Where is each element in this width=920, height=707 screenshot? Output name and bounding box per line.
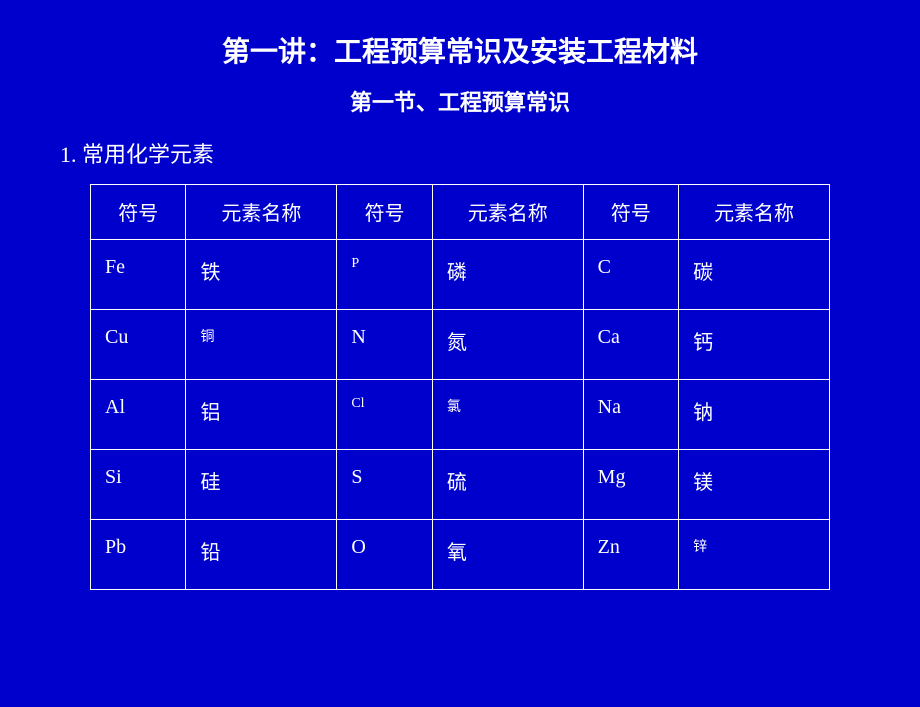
table-row: Fe铁P磷C碳 (91, 240, 830, 310)
table-cell: 钙 (679, 310, 830, 380)
page-title: 第一讲：工程预算常识及安装工程材料 (50, 30, 870, 70)
table-cell: Pb (91, 520, 186, 590)
table-cell: Cl (337, 380, 432, 450)
table-cell: 铜 (186, 310, 337, 380)
table-cell: 铁 (186, 240, 337, 310)
table-cell: 铝 (186, 380, 337, 450)
elements-table-container: 符号 元素名称 符号 元素名称 符号 元素名称 Fe铁P磷C碳Cu铜N氮Ca钙A… (90, 184, 830, 590)
table-cell: 锌 (679, 520, 830, 590)
table-cell: 硫 (432, 450, 583, 520)
table-cell: Si (91, 450, 186, 520)
table-cell: C (583, 240, 678, 310)
table-cell: 铅 (186, 520, 337, 590)
table-row: Cu铜N氮Ca钙 (91, 310, 830, 380)
table-cell: 碳 (679, 240, 830, 310)
table-cell: Zn (583, 520, 678, 590)
table-body: Fe铁P磷C碳Cu铜N氮Ca钙Al铝Cl氯Na钠Si硅S硫Mg镁Pb铅O氧Zn锌 (91, 240, 830, 590)
table-row: Si硅S硫Mg镁 (91, 450, 830, 520)
table-cell: Fe (91, 240, 186, 310)
table-row: Al铝Cl氯Na钠 (91, 380, 830, 450)
page-subtitle: 第一节、工程预算常识 (50, 85, 870, 117)
header-name-1: 元素名称 (186, 185, 337, 240)
table-cell: Cu (91, 310, 186, 380)
table-cell: S (337, 450, 432, 520)
table-cell: N (337, 310, 432, 380)
table-cell: 氯 (432, 380, 583, 450)
table-header-row: 符号 元素名称 符号 元素名称 符号 元素名称 (91, 185, 830, 240)
header-symbol-3: 符号 (583, 185, 678, 240)
table-cell: 硅 (186, 450, 337, 520)
table-cell: Ca (583, 310, 678, 380)
table-cell: Na (583, 380, 678, 450)
table-cell: Mg (583, 450, 678, 520)
table-cell: Al (91, 380, 186, 450)
table-row: Pb铅O氧Zn锌 (91, 520, 830, 590)
elements-table: 符号 元素名称 符号 元素名称 符号 元素名称 Fe铁P磷C碳Cu铜N氮Ca钙A… (90, 184, 830, 590)
section-heading: 1. 常用化学元素 (60, 137, 870, 169)
table-cell: 钠 (679, 380, 830, 450)
table-cell: 氧 (432, 520, 583, 590)
table-cell: P (337, 240, 432, 310)
table-cell: 磷 (432, 240, 583, 310)
header-symbol-1: 符号 (91, 185, 186, 240)
table-cell: O (337, 520, 432, 590)
table-cell: 氮 (432, 310, 583, 380)
header-name-2: 元素名称 (432, 185, 583, 240)
table-cell: 镁 (679, 450, 830, 520)
header-name-3: 元素名称 (679, 185, 830, 240)
header-symbol-2: 符号 (337, 185, 432, 240)
